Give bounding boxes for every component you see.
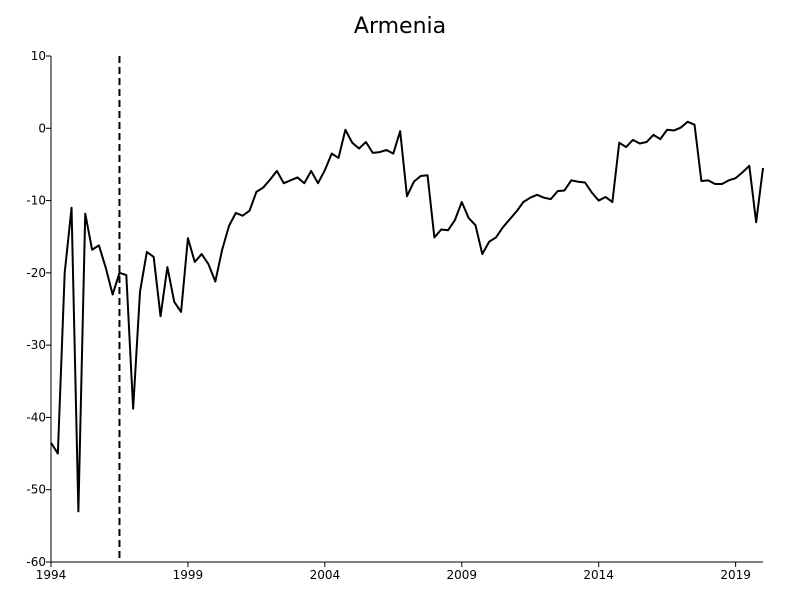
chart-title: Armenia — [353, 14, 447, 39]
y-tick-label: -20 — [26, 266, 46, 280]
y-tick-label: 0 — [38, 121, 46, 135]
y-tick-label: -60 — [26, 555, 46, 569]
x-tick-label: 1999 — [173, 568, 204, 582]
x-tick-label: 1994 — [36, 568, 67, 582]
x-tick-label: 2014 — [583, 568, 614, 582]
y-tick-label: 10 — [31, 49, 46, 63]
x-tick-label: 2019 — [720, 568, 751, 582]
plot-area — [50, 120, 764, 513]
x-tick-label: 2009 — [446, 568, 477, 582]
series-line — [50, 120, 764, 513]
y-tick-label: -50 — [26, 483, 46, 497]
y-tick-label: -10 — [26, 194, 46, 208]
y-tick-label: -30 — [26, 338, 46, 352]
x-tick-label: 2004 — [310, 568, 341, 582]
y-tick-label: -40 — [26, 410, 46, 424]
